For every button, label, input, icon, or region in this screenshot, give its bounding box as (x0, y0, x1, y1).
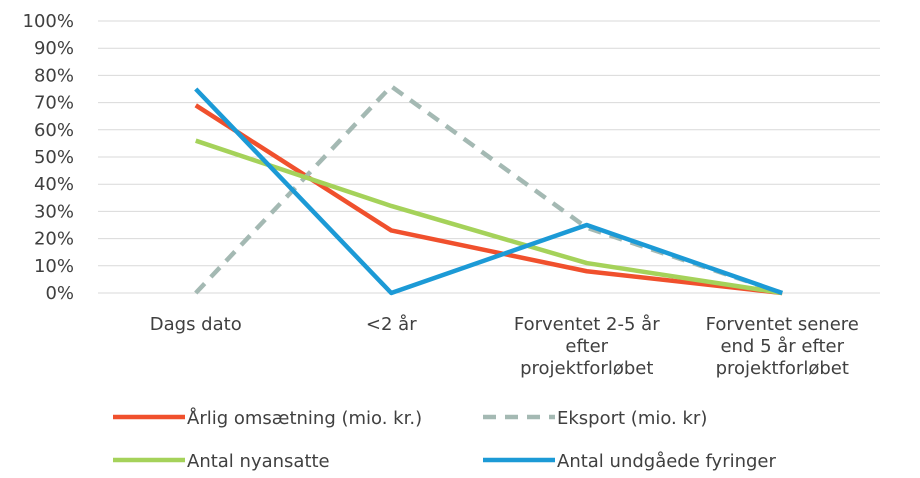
x-tick-label: <2 år (366, 314, 417, 335)
y-tick-label: 10% (34, 256, 74, 277)
x-tick-label: Dags dato (150, 314, 242, 335)
y-tick-label: 50% (34, 147, 74, 168)
x-tick-label: Forventet 2-5 år efter projektforløbet (514, 314, 660, 379)
y-tick-label: 90% (34, 38, 74, 59)
y-tick-label: 0% (45, 283, 74, 304)
y-tick-label: 100% (23, 11, 74, 32)
legend-label: Antal nyansatte (187, 451, 330, 472)
series-line-4 (194, 87, 783, 296)
legend-label: Antal undgåede fyringer (557, 451, 777, 472)
y-tick-label: 70% (34, 93, 74, 114)
legend-label: Eksport (mio. kr) (557, 408, 707, 429)
y-tick-label: 20% (34, 229, 74, 250)
x-tick-label: Forventet senere end 5 år efter projektfor… (706, 314, 859, 379)
legend: Årlig omsætning (mio. kr.) Eksport (mio. … (113, 407, 777, 472)
y-axis-tick-labels: 0% 10% 20% 30% 40% 50% 60% 70% 80% 90% 100% (23, 11, 74, 304)
y-tick-label: 30% (34, 201, 74, 222)
series-line-1 (194, 103, 783, 296)
y-tick-label: 80% (34, 65, 74, 86)
x-axis-category-labels: Dags dato <2 år Forventet 2-5 år efter proje… (150, 314, 859, 379)
y-tick-label: 40% (34, 174, 74, 195)
y-tick-label: 60% (34, 120, 74, 141)
legend-label: Årlig omsætning (mio. kr.) (187, 407, 422, 429)
series-line-3 (195, 138, 783, 296)
series-lines (194, 84, 783, 296)
